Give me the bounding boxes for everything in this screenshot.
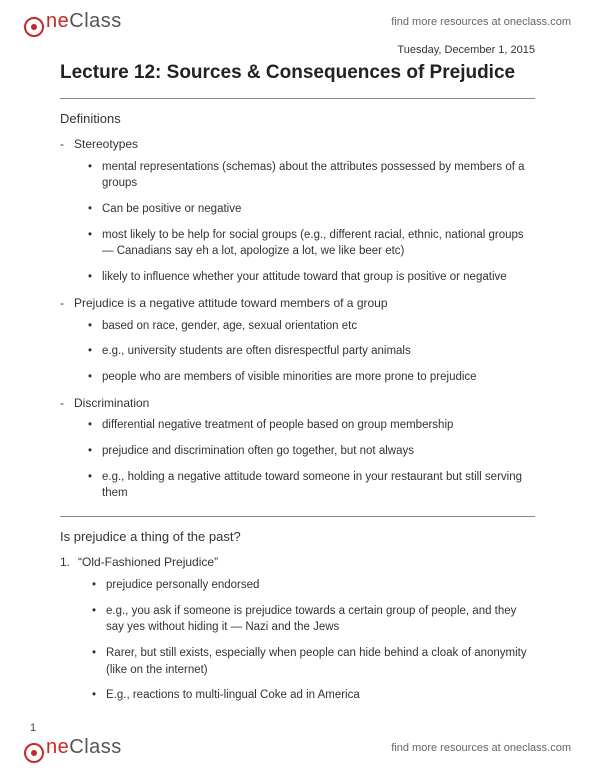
sub-item: E.g., reactions to multi-lingual Coke ad… bbox=[92, 687, 535, 704]
sub-item: e.g., holding a negative attitude toward… bbox=[88, 469, 535, 502]
logo-icon bbox=[24, 743, 44, 763]
footer-bar: neClass find more resources at oneclass.… bbox=[0, 730, 595, 770]
divider bbox=[60, 98, 535, 99]
item-number: 1. bbox=[60, 554, 70, 571]
sub-item: people who are members of visible minori… bbox=[88, 369, 535, 386]
sub-list: mental representations (schemas) about t… bbox=[74, 159, 535, 286]
sub-item: prejudice and discrimination often go to… bbox=[88, 443, 535, 460]
sub-item: Rarer, but still exists, especially when… bbox=[92, 645, 535, 678]
numbered-list: 1. “Old-Fashioned Prejudice” prejudice p… bbox=[60, 554, 535, 704]
list-item: Stereotypes mental representations (sche… bbox=[60, 136, 535, 286]
list-item-label: “Old-Fashioned Prejudice” bbox=[78, 555, 218, 569]
list-item-label: Stereotypes bbox=[74, 137, 138, 151]
sub-item: based on race, gender, age, sexual orien… bbox=[88, 318, 535, 335]
sub-item: e.g., you ask if someone is prejudice to… bbox=[92, 603, 535, 636]
sub-list: prejudice personally endorsed e.g., you … bbox=[78, 577, 535, 704]
logo-icon bbox=[24, 17, 44, 37]
list-item: Discrimination differential negative tre… bbox=[60, 395, 535, 502]
brand-logo-footer: neClass bbox=[24, 736, 122, 760]
section-heading-definitions: Definitions bbox=[60, 111, 535, 126]
list-item: Prejudice is a negative attitude toward … bbox=[60, 295, 535, 386]
sub-item: most likely to be help for social groups… bbox=[88, 227, 535, 260]
list-item-label: Discrimination bbox=[74, 396, 149, 410]
brand-part1: ne bbox=[46, 736, 69, 759]
definitions-list: Stereotypes mental representations (sche… bbox=[60, 136, 535, 502]
header-tagline[interactable]: find more resources at oneclass.com bbox=[391, 16, 571, 28]
document-date: Tuesday, December 1, 2015 bbox=[60, 44, 535, 56]
sub-item: likely to influence whether your attitud… bbox=[88, 269, 535, 286]
section-heading-past: Is prejudice a thing of the past? bbox=[60, 529, 535, 544]
page-content: Tuesday, December 1, 2015 Lecture 12: So… bbox=[0, 40, 595, 704]
list-item: 1. “Old-Fashioned Prejudice” prejudice p… bbox=[60, 554, 535, 704]
footer-tagline[interactable]: find more resources at oneclass.com bbox=[391, 742, 571, 754]
divider bbox=[60, 516, 535, 517]
sub-list: differential negative treatment of peopl… bbox=[74, 417, 535, 502]
sub-item: mental representations (schemas) about t… bbox=[88, 159, 535, 192]
sub-item: e.g., university students are often disr… bbox=[88, 343, 535, 360]
sub-item: differential negative treatment of peopl… bbox=[88, 417, 535, 434]
sub-item: prejudice personally endorsed bbox=[92, 577, 535, 594]
brand-part2: Class bbox=[69, 736, 122, 759]
brand-part2: Class bbox=[69, 10, 122, 33]
sub-list: based on race, gender, age, sexual orien… bbox=[74, 318, 535, 386]
sub-item: Can be positive or negative bbox=[88, 201, 535, 218]
brand-logo: neClass bbox=[24, 10, 122, 34]
brand-part1: ne bbox=[46, 10, 69, 33]
list-item-label: Prejudice is a negative attitude toward … bbox=[74, 296, 388, 310]
page-title: Lecture 12: Sources & Consequences of Pr… bbox=[60, 62, 535, 84]
header-bar: neClass find more resources at oneclass.… bbox=[0, 0, 595, 40]
